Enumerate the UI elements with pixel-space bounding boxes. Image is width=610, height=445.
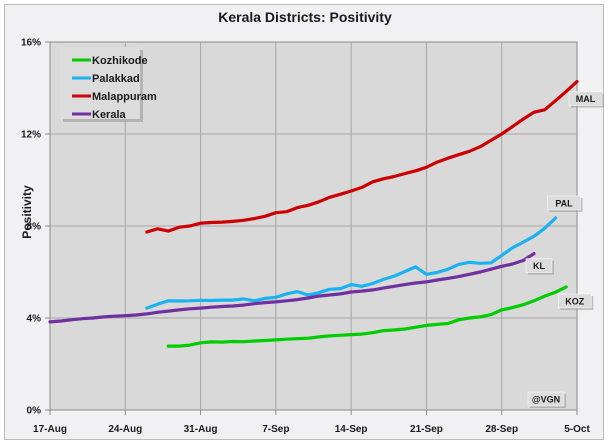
annotation-box: @VGN — [527, 391, 566, 408]
end-label-text: KL — [533, 261, 545, 271]
end-label-text: MAL — [576, 94, 596, 104]
series-lines — [48, 79, 579, 348]
annotation-text: @VGN — [532, 395, 560, 405]
end-label-koz: KOZ — [557, 293, 594, 310]
end-label-box — [568, 91, 603, 106]
x-tick-label: 14-Sep — [335, 424, 368, 435]
x-tick-label: 7-Sep — [262, 424, 289, 435]
legend-label: Palakkad — [92, 73, 140, 85]
legend: Kozhikode Palakkad Malappuram Kerala — [60, 47, 157, 122]
axes: 0% 4% 8% 12% 16% 17-Aug 24-Aug 31-Aug 7-Sep 14-Se… — [21, 38, 590, 436]
x-tick-label: 24-Aug — [108, 424, 142, 435]
series-line-kerala — [48, 252, 536, 324]
y-tick-label: 12% — [21, 130, 41, 141]
x-tick-label: 5-Oct — [564, 424, 590, 435]
y-tick-label: 0% — [27, 406, 42, 417]
legend-item-malappuram: Malappuram — [72, 91, 157, 103]
legend-item-kozhikode: Kozhikode — [72, 55, 148, 67]
y-tick-label: 4% — [27, 314, 42, 325]
legend-label: Malappuram — [92, 91, 157, 103]
legend-item-palakkad: Palakkad — [72, 73, 140, 85]
x-tick-label: 28-Sep — [485, 424, 518, 435]
x-tick-label: 31-Aug — [184, 424, 218, 435]
x-tick-label: 17-Aug — [33, 424, 67, 435]
end-label-pal: PAL — [547, 195, 583, 212]
end-label-box — [547, 195, 581, 211]
end-label-mal: MAL — [568, 91, 604, 108]
x-tick-label: 21-Sep — [410, 424, 443, 435]
series-line-palakkad — [145, 216, 558, 310]
end-label-text: PAL — [555, 198, 573, 208]
legend-label: Kerala — [92, 109, 127, 121]
legend-item-kerala: Kerala — [72, 109, 127, 121]
end-label-box — [525, 258, 553, 273]
series-line-malappuram — [145, 79, 579, 234]
chart-title: Kerala Districts: Positivity — [218, 9, 392, 25]
end-label-text: KOZ — [565, 296, 585, 306]
series-line-kozhikode — [166, 285, 568, 348]
y-tick-label: 16% — [21, 38, 41, 49]
y-axis-label: Positivity — [20, 185, 34, 239]
series-end-labels: KOZ PAL MAL KL — [525, 91, 604, 310]
y-tick-label: 8% — [27, 222, 42, 233]
legend-label: Kozhikode — [92, 55, 148, 67]
annotation-box-bg — [527, 391, 565, 407]
end-label-box — [557, 293, 592, 309]
end-label-kl: KL — [525, 258, 554, 275]
